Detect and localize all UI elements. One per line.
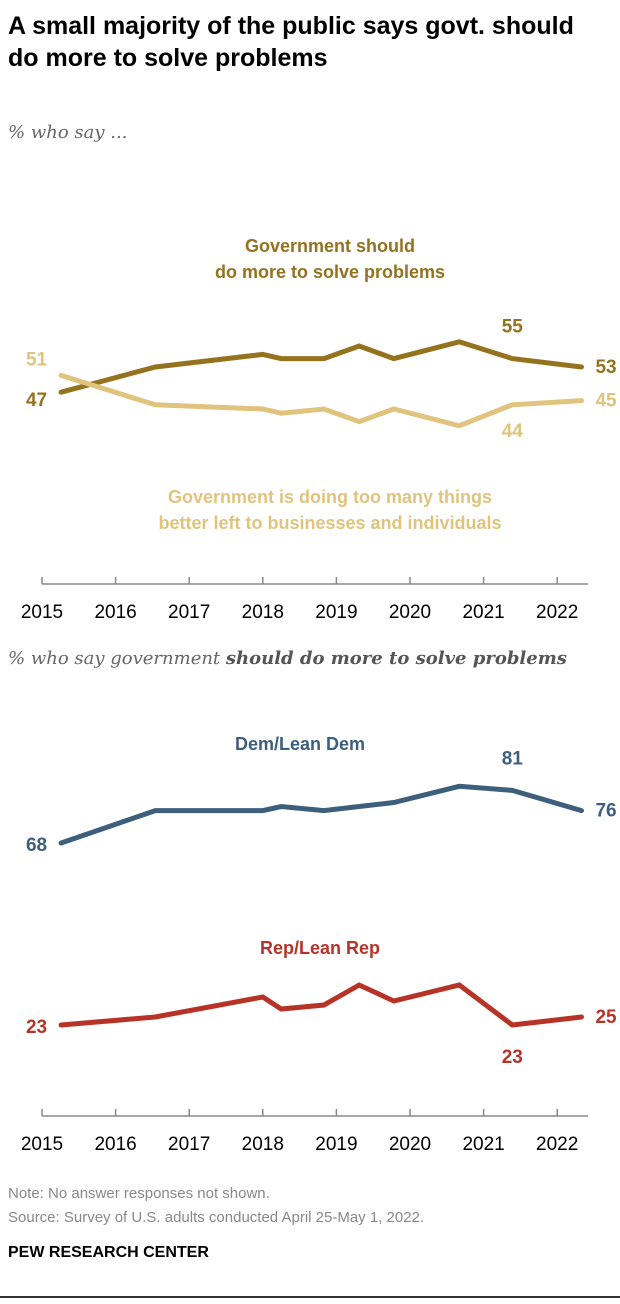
series-label-rep: Rep/Lean Rep bbox=[259, 938, 381, 958]
x-tick-label: 2016 bbox=[94, 602, 136, 623]
footer-rule bbox=[0, 1296, 620, 1298]
footnote: Note: No answer responses not shown. Sou… bbox=[8, 1182, 424, 1230]
series-line bbox=[58, 783, 584, 846]
data-label: 51 bbox=[26, 349, 48, 370]
data-label: 23 bbox=[502, 1047, 523, 1068]
data-label: 81 bbox=[502, 748, 524, 769]
series-line bbox=[58, 982, 584, 1028]
data-label: 25 bbox=[595, 1007, 617, 1028]
series-label-too-many: Government is doing too many things bett… bbox=[80, 484, 580, 536]
chart2-subtitle: % who say government should do more to s… bbox=[8, 646, 588, 672]
data-label: 44 bbox=[502, 421, 524, 442]
data-label: 68 bbox=[26, 835, 47, 856]
x-tick-label: 2019 bbox=[315, 602, 357, 623]
x-tick-label: 2017 bbox=[168, 602, 210, 623]
x-tick-label: 2021 bbox=[462, 1134, 504, 1155]
x-tick-label: 2018 bbox=[242, 1134, 284, 1155]
series-label-line: better left to businesses and individual… bbox=[158, 513, 502, 533]
brand-logo: PEW RESEARCH CENTER bbox=[8, 1244, 209, 1261]
x-tick-label: 2020 bbox=[389, 1134, 431, 1155]
x-tick-label: 2015 bbox=[21, 602, 63, 623]
data-label: 23 bbox=[26, 1017, 47, 1038]
chart1-subtitle: % who say ... bbox=[8, 122, 128, 143]
series-label-dem: Dem/Lean Dem bbox=[234, 734, 366, 754]
series-label-line: Government should bbox=[244, 236, 415, 256]
data-label: 76 bbox=[595, 801, 616, 822]
source-text: Source: Survey of U.S. adults conducted … bbox=[8, 1209, 425, 1226]
x-tick-label: 2015 bbox=[21, 1134, 63, 1155]
subtitle-bold: should do more to solve problems bbox=[225, 648, 567, 669]
subtitle-plain: % who say government bbox=[8, 648, 226, 669]
series-label-gov-more: Government should do more to solve probl… bbox=[130, 233, 530, 285]
data-label: 55 bbox=[502, 317, 524, 338]
data-label: 53 bbox=[595, 357, 616, 378]
x-tick-label: 2020 bbox=[389, 602, 431, 623]
x-tick-label: 2018 bbox=[242, 602, 284, 623]
x-tick-label: 2022 bbox=[536, 1134, 578, 1155]
series-line bbox=[58, 372, 584, 429]
chart-title: A small majority of the public says govt… bbox=[8, 12, 574, 72]
x-tick-label: 2021 bbox=[462, 602, 504, 623]
series-label-line: do more to solve problems bbox=[214, 262, 446, 282]
x-tick-label: 2016 bbox=[94, 1134, 136, 1155]
x-tick-label: 2019 bbox=[315, 1134, 357, 1155]
x-tick-label: 2017 bbox=[168, 1134, 210, 1155]
series-label-line: Government is doing too many things bbox=[167, 487, 493, 507]
note-text: Note: No answer responses not shown. bbox=[8, 1185, 270, 1202]
data-label: 45 bbox=[595, 391, 617, 412]
series-line bbox=[58, 339, 584, 395]
x-tick-label: 2022 bbox=[536, 602, 578, 623]
data-label: 47 bbox=[26, 390, 47, 411]
